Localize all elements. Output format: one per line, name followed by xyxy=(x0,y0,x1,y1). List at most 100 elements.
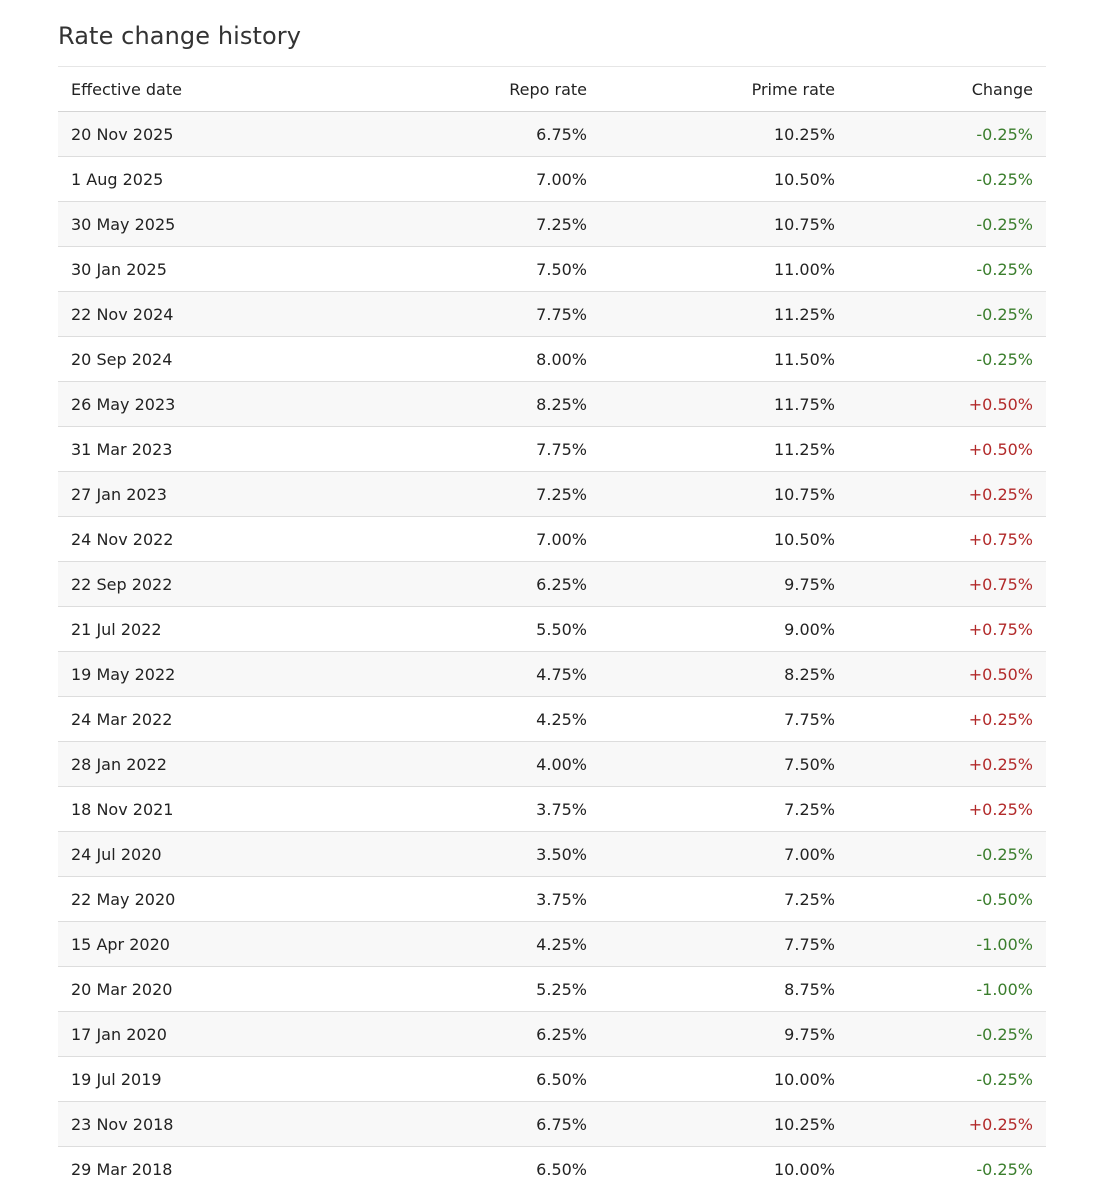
cell-change: -0.25% xyxy=(848,111,1046,157)
cell-change: -0.25% xyxy=(848,1146,1046,1191)
table-row: 15 Apr 2020 4.25% 7.75% -1.00% xyxy=(58,921,1046,967)
cell-effective-date: 20 Nov 2025 xyxy=(58,111,300,157)
table-row: 21 Jul 2022 5.50% 9.00% +0.75% xyxy=(58,606,1046,652)
table-row: 19 May 2022 4.75% 8.25% +0.50% xyxy=(58,651,1046,697)
cell-prime-rate: 10.50% xyxy=(600,516,848,562)
cell-effective-date: 26 May 2023 xyxy=(58,381,300,427)
cell-change: +0.75% xyxy=(848,516,1046,562)
cell-repo-rate: 7.50% xyxy=(300,246,600,292)
cell-change: -1.00% xyxy=(848,921,1046,967)
cell-effective-date: 19 Jul 2019 xyxy=(58,1056,300,1102)
cell-repo-rate: 8.00% xyxy=(300,336,600,382)
cell-change: +0.25% xyxy=(848,741,1046,787)
cell-prime-rate: 7.25% xyxy=(600,876,848,922)
cell-repo-rate: 3.75% xyxy=(300,876,600,922)
cell-prime-rate: 9.75% xyxy=(600,1011,848,1057)
table-row: 24 Mar 2022 4.25% 7.75% +0.25% xyxy=(58,696,1046,742)
cell-effective-date: 19 May 2022 xyxy=(58,651,300,697)
table-body: 20 Nov 2025 6.75% 10.25% -0.25% 1 Aug 2025 7.… xyxy=(58,111,1046,1191)
table-row: 20 Nov 2025 6.75% 10.25% -0.25% xyxy=(58,111,1046,157)
cell-change: -0.25% xyxy=(848,831,1046,877)
cell-prime-rate: 10.00% xyxy=(600,1056,848,1102)
header-change: Change xyxy=(848,66,1046,112)
table-row: 28 Jan 2022 4.00% 7.50% +0.25% xyxy=(58,741,1046,787)
table-row: 31 Mar 2023 7.75% 11.25% +0.50% xyxy=(58,426,1046,472)
cell-repo-rate: 8.25% xyxy=(300,381,600,427)
cell-prime-rate: 11.75% xyxy=(600,381,848,427)
table-row: 19 Jul 2019 6.50% 10.00% -0.25% xyxy=(58,1056,1046,1102)
cell-change: -0.25% xyxy=(848,156,1046,202)
cell-change: -1.00% xyxy=(848,966,1046,1012)
cell-repo-rate: 6.25% xyxy=(300,561,600,607)
cell-repo-rate: 4.25% xyxy=(300,921,600,967)
cell-change: -0.25% xyxy=(848,1011,1046,1057)
cell-effective-date: 27 Jan 2023 xyxy=(58,471,300,517)
table-row: 22 Nov 2024 7.75% 11.25% -0.25% xyxy=(58,291,1046,337)
cell-change: +0.50% xyxy=(848,381,1046,427)
table-row: 23 Nov 2018 6.75% 10.25% +0.25% xyxy=(58,1101,1046,1147)
cell-change: +0.25% xyxy=(848,471,1046,517)
cell-prime-rate: 10.75% xyxy=(600,201,848,247)
cell-repo-rate: 6.50% xyxy=(300,1056,600,1102)
cell-effective-date: 29 Mar 2018 xyxy=(58,1146,300,1191)
cell-change: -0.25% xyxy=(848,201,1046,247)
table-row: 18 Nov 2021 3.75% 7.25% +0.25% xyxy=(58,786,1046,832)
cell-effective-date: 21 Jul 2022 xyxy=(58,606,300,652)
cell-change: +0.50% xyxy=(848,651,1046,697)
cell-prime-rate: 10.25% xyxy=(600,1101,848,1147)
cell-prime-rate: 10.75% xyxy=(600,471,848,517)
cell-repo-rate: 7.75% xyxy=(300,426,600,472)
cell-change: +0.25% xyxy=(848,696,1046,742)
cell-prime-rate: 7.25% xyxy=(600,786,848,832)
cell-repo-rate: 7.00% xyxy=(300,156,600,202)
cell-change: +0.75% xyxy=(848,606,1046,652)
cell-effective-date: 1 Aug 2025 xyxy=(58,156,300,202)
cell-prime-rate: 11.25% xyxy=(600,426,848,472)
table-row: 26 May 2023 8.25% 11.75% +0.50% xyxy=(58,381,1046,427)
cell-change: +0.25% xyxy=(848,1101,1046,1147)
table-row: 20 Mar 2020 5.25% 8.75% -1.00% xyxy=(58,966,1046,1012)
cell-effective-date: 24 Nov 2022 xyxy=(58,516,300,562)
cell-prime-rate: 7.00% xyxy=(600,831,848,877)
cell-repo-rate: 6.50% xyxy=(300,1146,600,1191)
rate-change-table: Effective date Repo rate Prime rate Chan… xyxy=(58,66,1046,1191)
cell-effective-date: 15 Apr 2020 xyxy=(58,921,300,967)
table-row: 17 Jan 2020 6.25% 9.75% -0.25% xyxy=(58,1011,1046,1057)
table-row: 30 May 2025 7.25% 10.75% -0.25% xyxy=(58,201,1046,247)
table-row: 24 Nov 2022 7.00% 10.50% +0.75% xyxy=(58,516,1046,562)
cell-change: +0.25% xyxy=(848,786,1046,832)
header-prime-rate: Prime rate xyxy=(600,66,848,112)
cell-effective-date: 20 Sep 2024 xyxy=(58,336,300,382)
cell-prime-rate: 7.75% xyxy=(600,696,848,742)
table-row: 1 Aug 2025 7.00% 10.50% -0.25% xyxy=(58,156,1046,202)
cell-effective-date: 17 Jan 2020 xyxy=(58,1011,300,1057)
table-row: 24 Jul 2020 3.50% 7.00% -0.25% xyxy=(58,831,1046,877)
cell-repo-rate: 5.25% xyxy=(300,966,600,1012)
cell-change: +0.50% xyxy=(848,426,1046,472)
cell-repo-rate: 7.25% xyxy=(300,201,600,247)
cell-prime-rate: 7.50% xyxy=(600,741,848,787)
table-header: Effective date Repo rate Prime rate Chan… xyxy=(58,66,1046,112)
cell-prime-rate: 11.25% xyxy=(600,291,848,337)
cell-repo-rate: 3.75% xyxy=(300,786,600,832)
cell-change: +0.75% xyxy=(848,561,1046,607)
cell-repo-rate: 6.75% xyxy=(300,1101,600,1147)
table-row: 27 Jan 2023 7.25% 10.75% +0.25% xyxy=(58,471,1046,517)
cell-repo-rate: 6.25% xyxy=(300,1011,600,1057)
cell-effective-date: 23 Nov 2018 xyxy=(58,1101,300,1147)
cell-change: -0.25% xyxy=(848,336,1046,382)
cell-repo-rate: 4.75% xyxy=(300,651,600,697)
cell-effective-date: 28 Jan 2022 xyxy=(58,741,300,787)
cell-effective-date: 22 Nov 2024 xyxy=(58,291,300,337)
cell-change: -0.25% xyxy=(848,291,1046,337)
table-row: 22 May 2020 3.75% 7.25% -0.50% xyxy=(58,876,1046,922)
cell-effective-date: 24 Jul 2020 xyxy=(58,831,300,877)
cell-repo-rate: 7.25% xyxy=(300,471,600,517)
cell-prime-rate: 7.75% xyxy=(600,921,848,967)
cell-prime-rate: 10.25% xyxy=(600,111,848,157)
table-row: 20 Sep 2024 8.00% 11.50% -0.25% xyxy=(58,336,1046,382)
cell-change: -0.25% xyxy=(848,1056,1046,1102)
table-row: 29 Mar 2018 6.50% 10.00% -0.25% xyxy=(58,1146,1046,1191)
cell-repo-rate: 6.75% xyxy=(300,111,600,157)
cell-prime-rate: 10.50% xyxy=(600,156,848,202)
